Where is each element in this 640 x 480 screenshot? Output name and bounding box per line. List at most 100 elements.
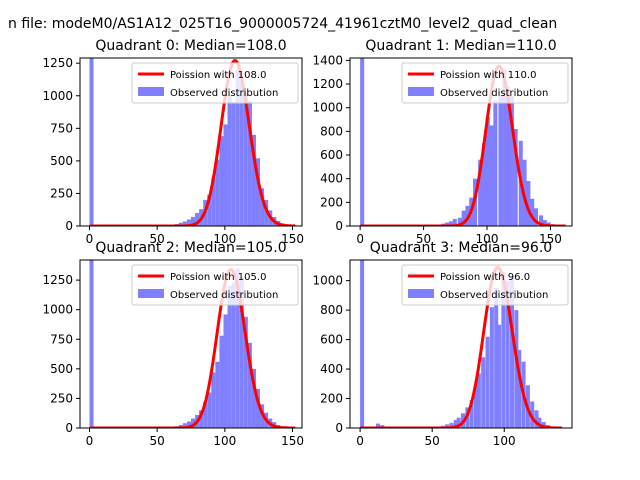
subplot-1: Quadrant 1: Median=110.0 0 50 100 150 0 200 400… [312,38,573,246]
legend: Poission with 105.0 Observed distribution [131,264,299,306]
x-tick-label: 100 [493,434,516,448]
histogram-bar [251,368,256,428]
x-tick-label: 100 [213,232,236,246]
legend-label-fit: Poission with 110.0 [440,70,536,81]
histogram-bar [215,361,220,428]
histogram-bar [533,208,539,226]
histogram-bar [255,388,261,428]
subplot-0: Quadrant 0: Median=108.0 0 50 100 150 0 250 500… [42,38,304,246]
histogram-bar [539,215,544,226]
y-tick-label: 0 [335,219,343,233]
poisson-fit-line [89,267,296,428]
plot-area [89,260,296,428]
histogram-bar [203,401,208,428]
histogram-bar [219,335,224,428]
histogram-bar [186,421,191,428]
histogram-bar [243,93,248,226]
histogram-bar [178,222,183,226]
y-tick-label: 1250 [42,273,73,287]
histogram-bar [485,336,490,428]
x-tick-label: 50 [425,434,440,448]
y-tick-label: 250 [50,186,73,200]
histogram-bar [537,417,542,428]
subplot-3: Quadrant 3: Median=96.00 50 10002004006008… [312,240,573,448]
histogram-bar [489,125,494,226]
histogram-bar [485,117,490,226]
histogram-bar [243,316,248,428]
histogram-bar [227,95,232,226]
histogram-bar [227,286,232,428]
legend-box [401,62,569,104]
y-tick-label: 250 [50,391,73,405]
histogram-bar [360,58,365,226]
histogram-bar [489,307,494,428]
x-tick-label: 100 [476,232,499,246]
histogram-bar [219,136,224,226]
histogram-bar [211,372,216,428]
histogram-bar [239,277,244,428]
y-tick-label: 1000 [42,89,73,103]
histogram-bar [502,68,507,226]
legend-box [131,62,299,104]
plot-area [359,58,566,226]
histogram-bar [215,159,220,226]
histogram-bar [476,373,481,428]
histogram-bar [191,216,196,226]
legend-label-observed: Observed distribution [170,290,278,301]
y-tick-label: 400 [320,172,343,186]
legend: Poission with 110.0 Observed distribution [401,62,569,104]
x-tick-label: 0 [86,232,94,246]
y-tick-label: 0 [65,421,73,435]
y-tick-label: 0 [335,421,343,435]
y-tick-label: 500 [50,154,73,168]
y-tick-label: 1000 [42,303,73,317]
y-tick-label: 750 [50,332,73,346]
histogram-bar [526,181,531,226]
legend-bar-swatch [408,87,434,96]
histogram-bar [360,260,365,428]
histogram-bar [89,260,94,428]
x-tick-label: 150 [281,434,304,448]
y-tick-label: 600 [320,148,343,162]
histogram-bar [530,198,535,226]
y-tick-label: 800 [320,303,343,317]
subplot-title: Quadrant 3: Median=96.0 [370,240,552,256]
histogram-bar [445,222,450,226]
histogram-bar [375,423,380,428]
y-tick-label: 1000 [312,274,343,288]
histogram-bar [542,220,547,226]
histogram-bar [517,349,522,428]
histogram-bar [457,217,462,226]
histogram-bar [506,86,511,226]
histogram-bar [509,95,514,226]
histogram-bar [207,392,212,428]
histogram-bar [260,188,265,226]
y-tick-label: 600 [320,333,343,347]
y-tick-label: 200 [320,195,343,209]
histogram-bar [239,78,244,226]
x-tick-label: 0 [356,232,364,246]
legend-label-fit: Poission with 105.0 [170,272,266,283]
legend: Poission with 108.0 Observed distribution [131,62,299,104]
histogram-bar [481,143,486,226]
y-tick-label: 1250 [42,56,73,70]
y-tick-label: 500 [50,362,73,376]
poisson-fit-line [360,265,562,428]
histogram-bar [530,401,535,428]
x-tick-label: 50 [150,232,165,246]
histogram-bar [452,218,457,226]
histogram-bar [501,271,506,428]
histogram-bar [473,385,479,428]
histogram-bar [235,69,240,226]
plot-area [89,58,296,226]
histogram-bar [493,100,498,226]
histogram-bar [223,124,228,226]
legend: Poission with 96.0 Observed distribution [401,264,569,306]
y-tick-label: 1000 [312,101,343,115]
legend-bar-swatch [138,87,164,96]
legend-label-fit: Poission with 108.0 [170,70,266,81]
histogram-bar [195,212,200,226]
x-tick-label: 50 [416,232,431,246]
y-tick-label: 750 [50,121,73,135]
x-tick-label: 100 [213,434,236,448]
